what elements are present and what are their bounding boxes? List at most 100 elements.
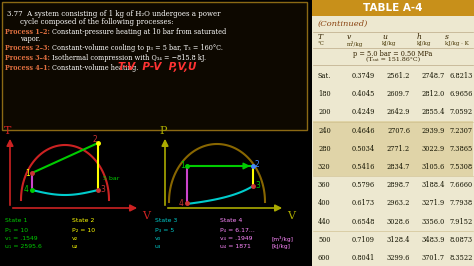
Text: State 1: State 1 [5, 218, 27, 223]
Text: [kJ/kg]: [kJ/kg] [272, 244, 291, 249]
Text: 7.5308: 7.5308 [450, 163, 473, 171]
Text: p = 5.0 bar = 0.50 MPa: p = 5.0 bar = 0.50 MPa [353, 50, 433, 58]
Text: 2963.2: 2963.2 [387, 200, 410, 207]
Text: 0.6173: 0.6173 [352, 200, 375, 207]
Text: P₂ = 10: P₂ = 10 [72, 228, 95, 233]
Text: 0.3749: 0.3749 [352, 72, 375, 80]
FancyBboxPatch shape [312, 0, 474, 16]
Text: h: h [417, 33, 422, 41]
Text: 0.5416: 0.5416 [352, 163, 375, 171]
Text: 200: 200 [318, 109, 330, 117]
Text: 3: 3 [255, 181, 260, 190]
Text: 3483.9: 3483.9 [421, 236, 445, 244]
Text: 3105.6: 3105.6 [422, 163, 445, 171]
Text: 6.9656: 6.9656 [450, 90, 473, 98]
Text: 280: 280 [318, 145, 331, 153]
Text: v: v [347, 33, 351, 41]
Text: 2855.4: 2855.4 [421, 109, 445, 117]
Text: 2: 2 [93, 135, 98, 144]
Text: 7.3865: 7.3865 [450, 145, 473, 153]
Text: Process 2–3:: Process 2–3: [5, 44, 50, 52]
Text: 4: 4 [24, 185, 29, 194]
Text: kJ/kg · K: kJ/kg · K [445, 41, 469, 46]
Text: 2: 2 [255, 160, 260, 169]
Text: T-V  P-V  P,V,U: T-V P-V P,V,U [118, 62, 196, 72]
Text: 0.4249: 0.4249 [352, 109, 375, 117]
Text: 7.9152: 7.9152 [450, 218, 473, 226]
FancyBboxPatch shape [2, 2, 307, 130]
Text: 0.5034: 0.5034 [352, 145, 375, 153]
Text: v₃: v₃ [155, 236, 161, 241]
Text: v₄ = .1949: v₄ = .1949 [220, 236, 253, 241]
Text: 240: 240 [318, 127, 331, 135]
Text: u₃: u₃ [155, 244, 161, 249]
Text: 2939.9: 2939.9 [422, 127, 445, 135]
Text: Constant-volume heating.: Constant-volume heating. [52, 64, 138, 72]
Text: cycle composed of the following processes:: cycle composed of the following processe… [20, 18, 173, 26]
Text: P₄ = 6.17...: P₄ = 6.17... [220, 228, 255, 233]
Text: u₂: u₂ [72, 244, 78, 249]
Text: 0.8041: 0.8041 [352, 254, 375, 262]
Text: °C: °C [318, 41, 325, 46]
Text: 3128.4: 3128.4 [386, 236, 410, 244]
Text: 3356.0: 3356.0 [422, 218, 445, 226]
Text: 320: 320 [318, 163, 331, 171]
FancyBboxPatch shape [313, 121, 473, 139]
Text: m³/kg: m³/kg [347, 41, 363, 47]
Text: T: T [4, 126, 11, 136]
Text: 1: 1 [25, 168, 30, 177]
Text: 8.3522: 8.3522 [450, 254, 473, 262]
Text: 2642.9: 2642.9 [386, 109, 410, 117]
Text: 3.77  A system consisting of 1 kg of H₂O undergoes a power: 3.77 A system consisting of 1 kg of H₂O … [7, 10, 220, 18]
Text: u₁ = 2595.6: u₁ = 2595.6 [5, 244, 42, 249]
Text: State 3: State 3 [155, 218, 177, 223]
Text: 4: 4 [179, 198, 184, 207]
Text: State 2: State 2 [72, 218, 94, 223]
Text: State 4: State 4 [220, 218, 242, 223]
Text: (Tₛₐₜ = 151.86°C): (Tₛₐₜ = 151.86°C) [366, 57, 420, 62]
Text: 0.4045: 0.4045 [352, 90, 375, 98]
Text: [m³/kg]: [m³/kg] [272, 236, 294, 242]
Text: v₂: v₂ [72, 236, 78, 241]
Text: s: s [445, 33, 449, 41]
Text: 7.7938: 7.7938 [450, 200, 473, 207]
Text: P₃ = 5: P₃ = 5 [155, 228, 174, 233]
Text: 3: 3 [100, 185, 105, 194]
Text: Process 3–4:: Process 3–4: [5, 54, 50, 62]
Text: 180: 180 [318, 90, 331, 98]
Text: TABLE A-4: TABLE A-4 [363, 3, 423, 13]
Text: 2771.2: 2771.2 [387, 145, 410, 153]
Text: 5 bar: 5 bar [103, 176, 119, 181]
Text: V: V [287, 211, 295, 221]
Text: 3271.9: 3271.9 [422, 200, 445, 207]
FancyBboxPatch shape [313, 157, 473, 176]
Text: Isothermal compression with Q₃₄ = −815.8 kJ.: Isothermal compression with Q₃₄ = −815.8… [52, 54, 206, 62]
Text: Sat.: Sat. [318, 72, 331, 80]
Text: 0.4646: 0.4646 [352, 127, 375, 135]
Text: 7.2307: 7.2307 [450, 127, 473, 135]
Text: 8.0873: 8.0873 [450, 236, 473, 244]
Text: 0.5796: 0.5796 [352, 181, 375, 189]
Text: 600: 600 [318, 254, 330, 262]
Text: 360: 360 [318, 181, 331, 189]
Text: 2707.6: 2707.6 [387, 127, 410, 135]
Text: 3701.7: 3701.7 [422, 254, 445, 262]
Text: vapor.: vapor. [20, 35, 40, 43]
Text: 0.6548: 0.6548 [352, 218, 375, 226]
Text: 1: 1 [180, 161, 185, 171]
Text: 2834.7: 2834.7 [387, 163, 410, 171]
FancyBboxPatch shape [312, 0, 474, 266]
Text: P₁ = 10: P₁ = 10 [5, 228, 28, 233]
Text: Process 4–1:: Process 4–1: [5, 64, 50, 72]
Text: V: V [142, 211, 150, 221]
Text: 3188.4: 3188.4 [421, 181, 445, 189]
Text: 2898.7: 2898.7 [387, 181, 410, 189]
FancyBboxPatch shape [313, 139, 473, 157]
Text: 2561.2: 2561.2 [387, 72, 410, 80]
Text: Process 1–2:: Process 1–2: [5, 28, 50, 36]
Text: 2609.7: 2609.7 [387, 90, 410, 98]
Text: 500: 500 [318, 236, 330, 244]
Text: Constant-pressure heating at 10 bar from saturated: Constant-pressure heating at 10 bar from… [52, 28, 226, 36]
Text: 3022.9: 3022.9 [422, 145, 445, 153]
Text: P: P [159, 126, 166, 136]
